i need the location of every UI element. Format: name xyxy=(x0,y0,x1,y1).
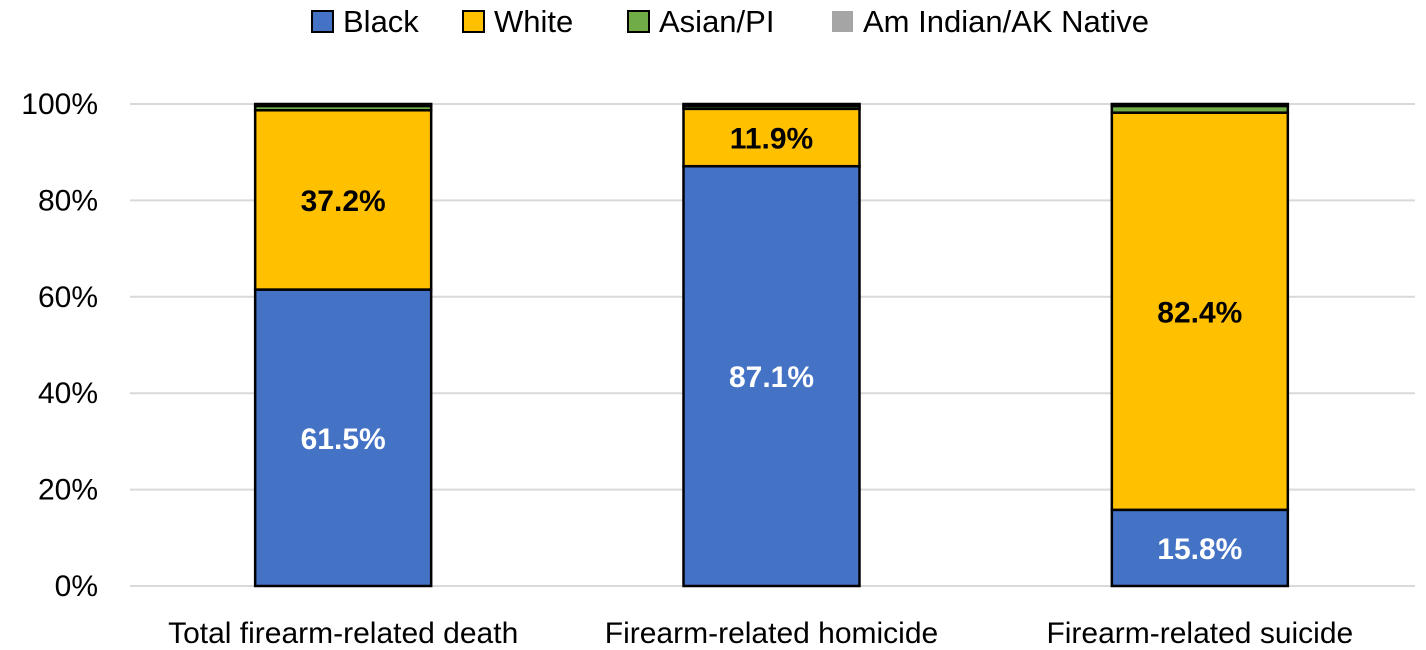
legend-label-asian-pi: Asian/PI xyxy=(659,4,774,39)
category-label-firearm-related-suicide: Firearm-related suicide xyxy=(1046,617,1353,650)
legend: Black White Asian/PI Am Indian/AK Native xyxy=(312,4,1149,39)
legend-swatch-am-indian-ak-native xyxy=(832,11,853,32)
y-tick-40: 40% xyxy=(38,377,98,410)
category-label-total-firearm-related-death: Total firearm-related death xyxy=(168,617,518,650)
bars xyxy=(255,104,1288,586)
data-label-white-total-firearm-related-death: 37.2% xyxy=(301,185,386,218)
y-tick-60: 60% xyxy=(38,281,98,314)
data-label-black-firearm-related-suicide: 15.8% xyxy=(1157,533,1242,566)
legend-label-white: White xyxy=(494,4,573,39)
y-tick-0: 0% xyxy=(55,570,98,603)
legend-swatch-asian-pi xyxy=(628,11,649,32)
x-axis-category-labels: Total firearm-related death Firearm-relat… xyxy=(168,617,1353,650)
legend-label-am-indian-ak-native: Am Indian/AK Native xyxy=(863,4,1149,39)
category-label-firearm-related-homicide: Firearm-related homicide xyxy=(605,617,938,650)
y-tick-20: 20% xyxy=(38,474,98,507)
data-label-black-total-firearm-related-death: 61.5% xyxy=(301,423,386,456)
bar-am-indian-ak-native-firearm-related-suicide xyxy=(1112,104,1288,106)
bar-am-indian-ak-native-total-firearm-related-death xyxy=(255,104,431,106)
data-label-white-firearm-related-suicide: 82.4% xyxy=(1157,296,1242,329)
data-label-white-firearm-related-homicide: 11.9% xyxy=(730,122,813,155)
legend-swatch-white xyxy=(463,11,484,32)
data-label-black-firearm-related-homicide: 87.1% xyxy=(729,361,814,394)
legend-label-black: Black xyxy=(343,4,419,39)
y-tick-80: 80% xyxy=(38,184,98,217)
bar-am-indian-ak-native-firearm-related-homicide xyxy=(684,104,860,106)
y-tick-100: 100% xyxy=(21,88,98,121)
legend-swatch-black xyxy=(312,11,333,32)
y-axis-tick-labels: 0% 20% 40% 60% 80% 100% xyxy=(21,88,98,603)
